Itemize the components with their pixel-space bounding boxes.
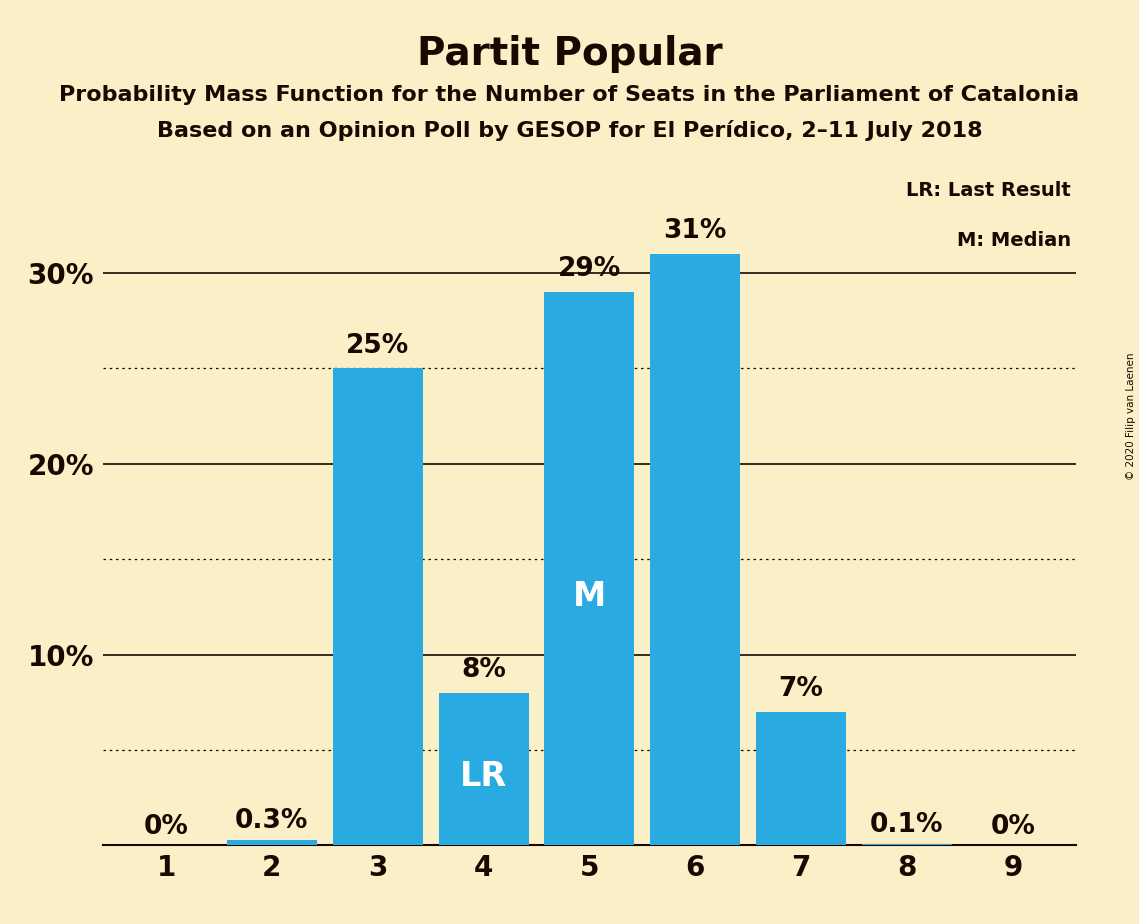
Text: © 2020 Filip van Laenen: © 2020 Filip van Laenen [1126,352,1136,480]
Text: LR: Last Result: LR: Last Result [907,181,1071,201]
Text: 0%: 0% [144,814,188,840]
Bar [544,292,634,845]
Text: Based on an Opinion Poll by GESOP for El Perídico, 2–11 July 2018: Based on an Opinion Poll by GESOP for El… [157,120,982,141]
Bar [439,693,528,845]
Text: M: M [573,580,606,613]
Text: LR: LR [460,760,507,793]
Bar [333,369,423,845]
Text: 31%: 31% [664,218,727,244]
Bar [650,254,740,845]
Text: 8%: 8% [461,657,506,683]
Text: 0%: 0% [991,814,1035,840]
Text: 0.1%: 0.1% [870,812,944,838]
Text: 7%: 7% [779,676,823,702]
Bar [862,844,952,845]
Text: 0.3%: 0.3% [235,808,309,834]
Text: Probability Mass Function for the Number of Seats in the Parliament of Catalonia: Probability Mass Function for the Number… [59,85,1080,105]
Text: 25%: 25% [346,333,409,359]
Bar [756,711,846,845]
Text: Partit Popular: Partit Popular [417,35,722,73]
Bar [227,840,317,845]
Text: 29%: 29% [558,256,621,283]
Text: M: Median: M: Median [957,231,1071,249]
